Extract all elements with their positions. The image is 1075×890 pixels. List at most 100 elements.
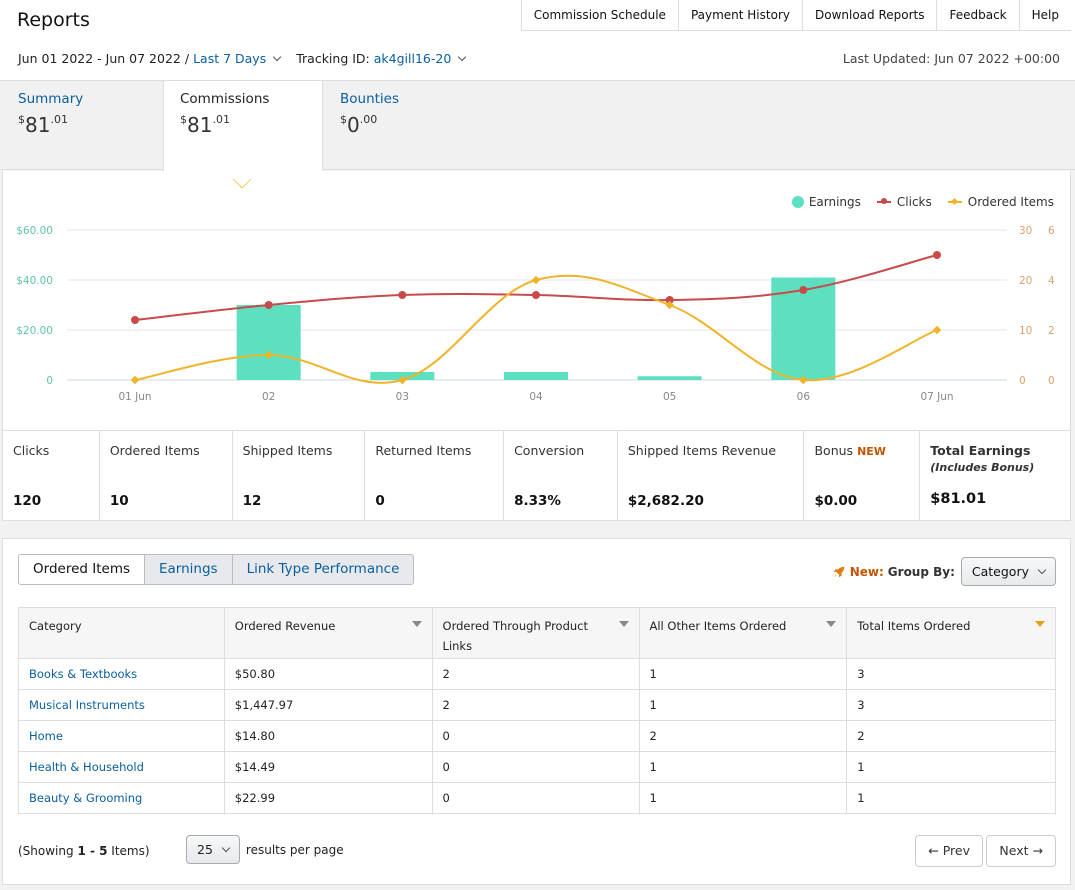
category-link[interactable]: Musical Instruments: [18, 689, 225, 721]
right2-axis-tick: 2: [1048, 325, 1055, 337]
ordered-items-point: [665, 300, 674, 310]
stat-value: $0.00: [814, 493, 858, 509]
nav-download-reports[interactable]: Download Reports: [803, 0, 938, 30]
stat-label: Shipped Items Revenue: [627, 443, 777, 458]
date-separator: /: [184, 51, 190, 66]
col-ordered-through-links[interactable]: Ordered Through Product Links: [431, 607, 640, 659]
table-header-row: Category Ordered Revenue Ordered Through…: [18, 607, 1056, 659]
left-axis-tick: $60.00: [16, 225, 53, 237]
cell: 0: [431, 720, 640, 752]
last-updated: Last Updated: Jun 07 2022 +00:00: [842, 51, 1060, 66]
stat-shipped-items: Shipped Items 12: [233, 431, 366, 520]
stat-value: 12: [242, 493, 262, 509]
col-all-other-items[interactable]: All Other Items Ordered: [638, 607, 848, 659]
col-category[interactable]: Category: [18, 607, 225, 659]
sort-icon[interactable]: [826, 621, 837, 627]
stat-ordered-items: Ordered Items 10: [100, 431, 233, 520]
clicks-point: [264, 301, 273, 309]
ordered-items-point: [398, 375, 407, 385]
new-badge: NEW: [857, 445, 886, 458]
tab-summary[interactable]: Summary $81.01: [2, 81, 164, 171]
prev-button[interactable]: ← Prev: [915, 835, 983, 867]
report-tabs: Ordered Items Earnings Link Type Perform…: [18, 554, 415, 585]
x-axis-tick: 07 Jun: [920, 391, 953, 403]
legend-clicks[interactable]: Clicks: [876, 195, 932, 209]
tab-commissions[interactable]: Commissions $81.01: [163, 81, 323, 174]
tab-link-type-performance[interactable]: Link Type Performance: [246, 561, 400, 577]
table-row: Musical Instruments $1,447.97 2 1 3: [18, 689, 1056, 721]
stats-row: Clicks 120 Ordered Items 10 Shipped Item…: [2, 430, 1071, 521]
next-button[interactable]: Next →: [986, 835, 1056, 867]
stat-value: 0: [375, 493, 385, 509]
earnings-bar: [637, 376, 702, 380]
col-total-items[interactable]: Total Items Ordered: [846, 607, 1056, 659]
nav-commission-schedule[interactable]: Commission Schedule: [522, 0, 679, 30]
group-by-value: Category: [971, 564, 1029, 579]
ordered-items-point: [799, 375, 808, 385]
top-nav: Commission Schedule Payment History Down…: [520, 0, 1071, 31]
ordered-items-point: [531, 275, 541, 285]
chevron-down-icon[interactable]: [272, 52, 282, 62]
col-ordered-revenue[interactable]: Ordered Revenue: [223, 607, 433, 659]
category-link[interactable]: Health & Household: [18, 751, 225, 783]
nav-payment-history[interactable]: Payment History: [679, 0, 803, 30]
left-axis-tick: 0: [46, 375, 53, 387]
left-axis-tick: $40.00: [16, 275, 53, 287]
tracking-label: Tracking ID:: [296, 51, 370, 66]
group-by-select[interactable]: Category: [960, 557, 1056, 586]
cell: 2: [431, 658, 640, 690]
period-dropdown[interactable]: Last 7 Days: [193, 51, 267, 66]
legend-ordered-items[interactable]: Ordered Items: [947, 195, 1054, 209]
chevron-down-icon: [1037, 565, 1047, 575]
ordered-items-table: Category Ordered Revenue Ordered Through…: [18, 607, 1056, 814]
clicks-point: [532, 291, 540, 299]
cell: 2: [431, 689, 640, 721]
x-axis-tick: 05: [663, 391, 676, 403]
clicks-point: [398, 291, 407, 299]
earnings-bar: [771, 277, 836, 380]
tab-earnings[interactable]: Earnings: [145, 555, 233, 584]
sort-active-icon[interactable]: [1035, 621, 1045, 627]
tab-ordered-items[interactable]: Ordered Items: [19, 555, 145, 584]
clicks-point: [665, 296, 674, 304]
right-axis-tick: 30: [1019, 225, 1032, 237]
cell: 1: [638, 751, 848, 783]
chart-plot: $60.00 30 6$40.00 20 4$20.00 10 20 0 001 Jun 02 03…: [16, 225, 1055, 403]
nav-help[interactable]: Help: [1031, 8, 1059, 22]
page-title: Reports: [17, 9, 90, 31]
summary-tabs: Summary $81.01 Commissions $81.01 Bounti…: [0, 80, 1075, 174]
sort-icon[interactable]: [411, 621, 422, 627]
stat-shipped-revenue: Shipped Items Revenue $2,682.20: [618, 431, 805, 520]
nav-feedback[interactable]: Feedback: [937, 0, 1020, 30]
group-by-label: Group By:: [887, 564, 955, 579]
tab-bounties[interactable]: Bounties $0.00: [324, 81, 484, 171]
new-label: New:: [849, 564, 884, 579]
x-axis-tick: 06: [797, 391, 811, 403]
rocket-icon: [833, 566, 844, 577]
stat-returned-items: Returned Items 0: [365, 431, 505, 520]
stat-label: Ordered Items: [109, 443, 200, 458]
cell: 1: [638, 782, 848, 814]
category-link[interactable]: Books & Textbooks: [18, 658, 225, 690]
per-page-control: 25 results per page: [186, 835, 344, 864]
stat-label: Total Earnings: [930, 443, 1031, 458]
left-axis-tick: $20.00: [16, 325, 53, 337]
per-page-select[interactable]: 25: [186, 835, 240, 864]
category-link[interactable]: Home: [18, 720, 225, 752]
category-link[interactable]: Beauty & Grooming: [18, 782, 225, 814]
legend-earnings[interactable]: Earnings: [791, 195, 861, 209]
showing-count: (Showing 1 - 5 Items): [18, 844, 150, 858]
group-by-control: New: Group By: Category: [832, 557, 1056, 586]
x-axis-tick: 04: [529, 391, 543, 403]
per-page-value: 25: [197, 842, 213, 857]
cell: $22.99: [223, 782, 433, 814]
x-axis-tick: 02: [262, 391, 275, 403]
stat-label: Conversion: [514, 443, 585, 458]
chevron-down-icon[interactable]: [458, 52, 467, 62]
tracking-id-dropdown[interactable]: ak4gill16-20: [373, 51, 452, 66]
stat-value: 120: [13, 493, 42, 509]
cell: 3: [846, 689, 1056, 721]
sort-icon[interactable]: [618, 621, 629, 627]
cell: 1: [638, 658, 848, 690]
ordered-items-point: [932, 325, 942, 335]
